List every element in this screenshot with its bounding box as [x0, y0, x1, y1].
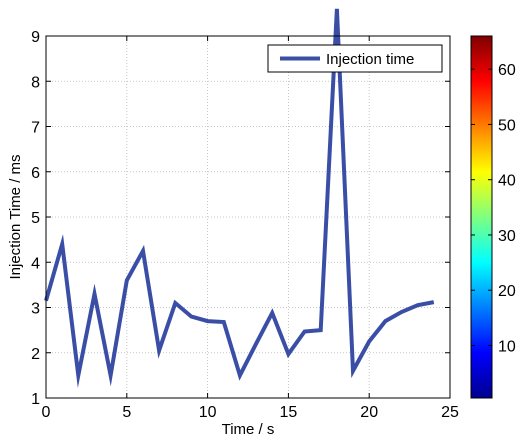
colorbar-tick-label: 40	[498, 173, 516, 190]
colorbar: 10 20 30 40 50 60	[470, 35, 516, 399]
y-tick-label: 8	[31, 74, 40, 91]
y-tick-label: 2	[31, 346, 40, 363]
y-axis-label: Injection Time / ms	[7, 154, 24, 279]
colorbar-tick-label: 60	[498, 62, 516, 79]
x-tick-label: 25	[441, 404, 459, 421]
colorbar-tick-label: 10	[498, 338, 516, 355]
y-tick-label: 1	[31, 391, 40, 408]
x-tick-label: 20	[360, 404, 378, 421]
colorbar-ticks: 10 20 30 40 50 60	[471, 62, 516, 355]
x-tick-label: 5	[122, 404, 131, 421]
y-tick-label: 3	[31, 301, 40, 318]
grid	[46, 36, 450, 398]
y-tick-label: 4	[31, 255, 40, 272]
legend-entry-injection-time: Injection time	[326, 51, 414, 68]
legend: Injection time	[267, 44, 443, 73]
y-tick-label: 5	[31, 210, 40, 227]
colorbar-gradient	[470, 35, 493, 399]
y-tick-label: 6	[31, 165, 40, 182]
series-layer	[44, 8, 435, 389]
x-tick-label: 10	[199, 404, 217, 421]
x-tick-label: 0	[42, 404, 51, 421]
series-line-injection-time	[44, 8, 435, 389]
colorbar-tick-label: 30	[498, 228, 516, 245]
colorbar-tick-label: 20	[498, 283, 516, 300]
ticks: 0 5 10 15 20 25 1 2 3 4 5 6 7 8 9	[31, 29, 459, 421]
y-tick-label: 9	[31, 29, 40, 46]
x-tick-label: 15	[280, 404, 298, 421]
colorbar-tick-label: 50	[498, 117, 516, 134]
y-tick-label: 7	[31, 120, 40, 137]
x-axis-label: Time / s	[222, 421, 275, 438]
